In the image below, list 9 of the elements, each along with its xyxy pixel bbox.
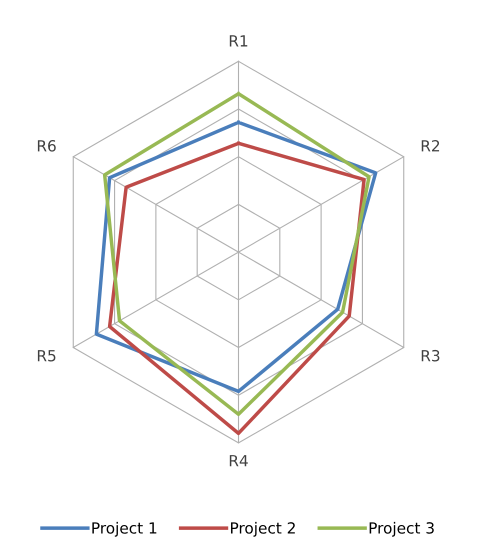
legend-label: Project 2 bbox=[231, 522, 295, 537]
legend-label: Project 1 bbox=[92, 522, 156, 537]
spoke-label: R4 bbox=[230, 455, 248, 466]
spoke-label: R3 bbox=[422, 350, 440, 362]
spoke-label: R1 bbox=[230, 35, 248, 46]
spoke-label: R5 bbox=[38, 350, 56, 362]
legend-label: Project 3 bbox=[370, 522, 434, 537]
spoke-label: R6 bbox=[38, 140, 56, 152]
spoke-label: R2 bbox=[422, 140, 440, 152]
